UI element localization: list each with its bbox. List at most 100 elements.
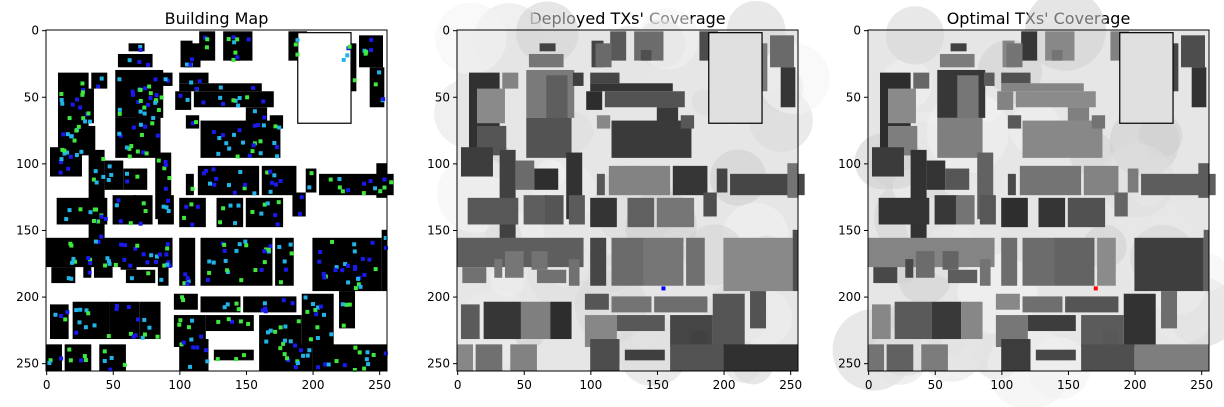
tx-candidate-marker	[195, 204, 200, 209]
tx-candidate-marker	[68, 154, 73, 159]
tx-candidate-marker	[58, 170, 63, 175]
building	[947, 269, 978, 284]
building	[243, 296, 297, 313]
tx-candidate-marker	[130, 89, 135, 94]
tx-candidate-marker	[245, 95, 250, 100]
tx-candidate-marker	[59, 97, 64, 102]
tx-marker	[1093, 286, 1098, 291]
building-outline	[1119, 32, 1174, 124]
tx-candidate-marker	[163, 77, 168, 82]
tx-candidate-marker	[148, 91, 153, 96]
building	[185, 173, 194, 196]
tx-candidate-marker	[362, 366, 367, 371]
tx-candidate-marker	[106, 334, 111, 339]
building	[627, 197, 655, 228]
tx-candidate-marker	[93, 239, 98, 244]
tx-candidate-marker	[69, 276, 74, 281]
tx-candidate-marker	[135, 317, 140, 322]
tx-candidate-marker	[204, 168, 209, 173]
tx-candidate-marker	[382, 177, 387, 182]
tx-candidate-marker	[216, 319, 221, 324]
tx-candidate-marker	[232, 132, 237, 137]
tx-candidate-marker	[273, 213, 278, 218]
tx-candidate-marker	[329, 332, 334, 337]
tx-candidate-marker	[277, 244, 282, 249]
tx-candidate-marker	[236, 307, 241, 312]
building	[945, 168, 970, 190]
tx-candidate-marker	[368, 179, 373, 184]
tx-candidate-marker	[67, 347, 72, 352]
building	[997, 91, 1014, 110]
building	[787, 163, 798, 198]
building	[979, 195, 996, 225]
tx-candidate-marker	[68, 241, 73, 246]
tx-candidate-marker	[178, 93, 183, 98]
building	[157, 195, 174, 225]
tx-candidate-marker	[345, 263, 350, 268]
tx-candidate-marker	[293, 365, 298, 370]
building	[983, 72, 995, 86]
tx-candidate-marker	[278, 280, 283, 285]
tx-candidate-marker	[246, 321, 251, 326]
deployed-coverage-panel: Deployed TXs' Coverage 0 50 100 150 200 25005…	[427, 0, 830, 392]
building	[213, 349, 254, 361]
building	[584, 293, 609, 310]
y-tick-label: 100	[838, 157, 861, 171]
tx-candidate-marker	[226, 183, 231, 188]
tx-candidate-marker	[83, 358, 88, 363]
tx-candidate-marker	[346, 188, 351, 193]
tx-candidate-marker	[235, 55, 240, 60]
tx-candidate-marker	[378, 189, 383, 194]
building	[1006, 43, 1023, 68]
tx-candidate-marker	[268, 328, 273, 333]
tx-candidate-marker	[364, 357, 369, 362]
tx-candidate-marker	[272, 173, 277, 178]
tx-candidate-marker	[185, 276, 190, 281]
tx-candidate-marker	[275, 222, 280, 227]
tx-candidate-marker	[278, 346, 283, 351]
building	[672, 165, 708, 196]
building	[568, 195, 585, 225]
tx-candidate-marker	[113, 262, 118, 267]
tx-candidate-marker	[162, 166, 167, 171]
x-tick-label: 0	[43, 378, 51, 392]
tx-candidate-marker	[86, 311, 91, 316]
tx-candidate-marker	[166, 198, 171, 203]
tx-candidate-marker	[233, 98, 238, 103]
tx-candidate-marker	[194, 120, 199, 125]
tx-candidate-marker	[225, 268, 230, 273]
tx-candidate-marker	[283, 324, 288, 329]
tx-candidate-marker	[321, 271, 326, 276]
tx-candidate-marker	[74, 153, 79, 158]
building	[611, 120, 692, 158]
tx-candidate-marker	[190, 318, 195, 323]
tx-candidate-marker	[259, 211, 264, 216]
tx-candidate-marker	[323, 362, 328, 367]
building	[670, 344, 724, 371]
tx-candidate-marker	[231, 57, 236, 62]
tx-candidate-marker	[262, 301, 267, 306]
building	[467, 197, 519, 225]
tx-candidate-marker	[370, 240, 375, 245]
tx-candidate-marker	[384, 245, 389, 250]
tx-candidate-marker	[233, 50, 238, 55]
building	[305, 168, 317, 193]
tx-candidate-marker	[65, 132, 70, 137]
building	[730, 173, 805, 196]
y-tick-label: 250	[16, 357, 39, 371]
tx-candidate-marker	[189, 57, 194, 62]
tx-candidate-marker	[151, 115, 156, 120]
tx-candidate-marker	[181, 298, 186, 303]
tx-candidate-marker	[138, 88, 143, 93]
tx-candidate-marker	[215, 357, 220, 362]
tx-candidate-marker	[96, 219, 101, 224]
y-tick-label: 100	[427, 157, 450, 171]
tx-candidate-marker	[383, 235, 388, 240]
tx-candidate-marker	[269, 180, 274, 185]
building	[475, 344, 503, 371]
tx-candidate-marker	[163, 159, 168, 164]
tx-candidate-marker	[282, 259, 287, 264]
building	[504, 251, 524, 278]
tx-candidate-marker	[182, 281, 187, 286]
tx-candidate-marker	[138, 44, 143, 49]
